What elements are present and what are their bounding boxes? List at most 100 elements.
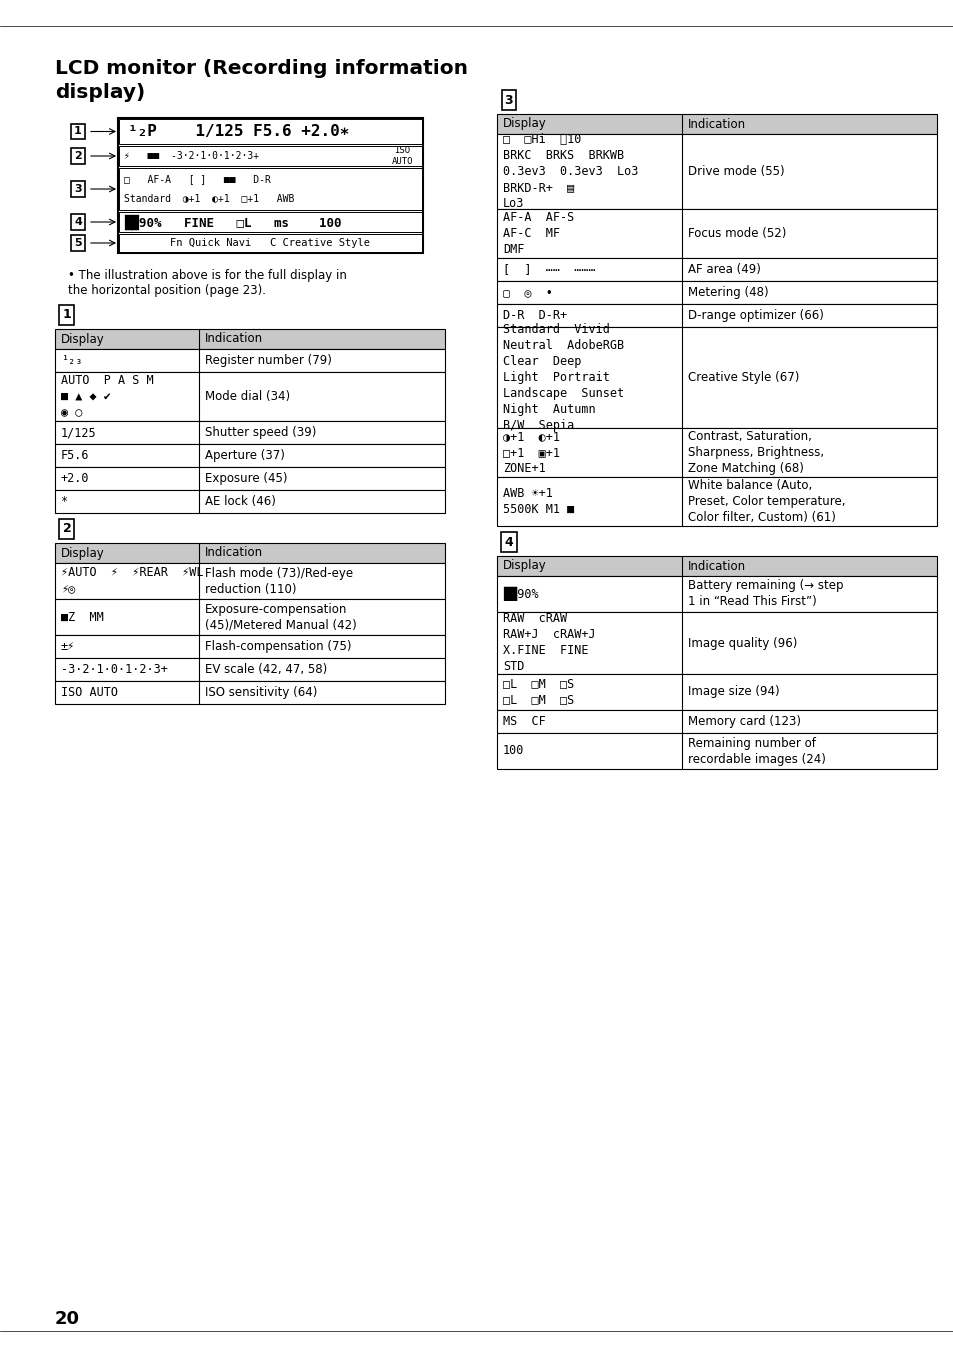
Text: display): display): [55, 84, 145, 103]
Text: 4: 4: [74, 217, 82, 227]
Bar: [55, 444, 444, 467]
Text: ±⚡: ±⚡: [61, 641, 75, 653]
Bar: [497, 612, 936, 674]
Text: 1/125: 1/125: [61, 426, 96, 440]
Bar: [55, 563, 444, 598]
Text: Drive mode (55): Drive mode (55): [687, 166, 783, 178]
Text: LCD monitor (Recording information: LCD monitor (Recording information: [55, 58, 468, 77]
Text: Flash mode (73)/Red-eye
reduction (110): Flash mode (73)/Red-eye reduction (110): [205, 566, 353, 596]
Bar: [118, 118, 422, 252]
Text: ■Z  MM: ■Z MM: [61, 611, 104, 623]
Bar: [497, 258, 936, 281]
Text: Flash-compensation (75): Flash-compensation (75): [205, 641, 352, 653]
Bar: [497, 478, 936, 527]
Text: RAW  cRAW
RAW+J  cRAW+J
X.FINE  FINE
STD: RAW cRAW RAW+J cRAW+J X.FINE FINE STD: [502, 612, 595, 673]
Text: Display: Display: [502, 559, 546, 573]
Bar: [497, 556, 936, 575]
Text: Indication: Indication: [205, 547, 263, 559]
Text: Display: Display: [61, 547, 105, 559]
Text: Display: Display: [61, 332, 105, 346]
Text: Remaining number of
recordable images (24): Remaining number of recordable images (2…: [687, 737, 824, 765]
Text: 1: 1: [63, 308, 71, 322]
Text: 100: 100: [502, 745, 524, 757]
Bar: [55, 490, 444, 513]
Text: Indication: Indication: [687, 118, 745, 130]
Text: ▢  ◎  •: ▢ ◎ •: [502, 286, 553, 299]
Text: D-range optimizer (66): D-range optimizer (66): [687, 309, 822, 322]
Text: D-R  D-R+: D-R D-R+: [502, 309, 566, 322]
Text: 4: 4: [504, 536, 513, 548]
Bar: [119, 233, 421, 252]
Text: ISO
AUTO: ISO AUTO: [391, 147, 413, 166]
Text: Indication: Indication: [687, 559, 745, 573]
Text: 5: 5: [74, 237, 82, 248]
Text: Display: Display: [502, 118, 546, 130]
Text: Standard  ◑+1  ◐+1  □+1   AWB: Standard ◑+1 ◐+1 □+1 AWB: [124, 194, 294, 204]
Text: AWB ☀+1
5500K M1 ■: AWB ☀+1 5500K M1 ■: [502, 487, 574, 516]
Text: Fn Quick Navi   C Creative Style: Fn Quick Navi C Creative Style: [171, 237, 370, 248]
Bar: [497, 327, 936, 427]
Text: 3: 3: [504, 94, 513, 106]
Bar: [497, 427, 936, 478]
Bar: [497, 304, 936, 327]
Text: Register number (79): Register number (79): [205, 354, 332, 366]
Text: 1: 1: [74, 126, 82, 137]
Text: □   AF-A   [ ]   ■■   D-R: □ AF-A [ ] ■■ D-R: [124, 174, 271, 185]
Text: ISO sensitivity (64): ISO sensitivity (64): [205, 687, 317, 699]
Text: Metering (48): Metering (48): [687, 286, 767, 299]
Text: EV scale (42, 47, 58): EV scale (42, 47, 58): [205, 664, 327, 676]
Text: AF area (49): AF area (49): [687, 263, 760, 275]
Text: ⚡AUTO  ⚡  ⚡REAR  ⚡WL
⚡◎: ⚡AUTO ⚡ ⚡REAR ⚡WL ⚡◎: [61, 566, 203, 596]
Bar: [497, 733, 936, 769]
Bar: [119, 168, 421, 210]
Bar: [119, 119, 421, 144]
Text: Indication: Indication: [205, 332, 263, 346]
Text: +2.0: +2.0: [61, 472, 90, 484]
Text: Aperture (37): Aperture (37): [205, 449, 285, 461]
Bar: [55, 543, 444, 563]
Bar: [497, 114, 936, 134]
Bar: [55, 421, 444, 444]
Text: [  ]  ⋯⋯  ⋯⋯⋯: [ ] ⋯⋯ ⋯⋯⋯: [502, 263, 595, 275]
Text: ██90%   FINE   □L   ms    100: ██90% FINE □L ms 100: [124, 214, 341, 229]
Text: ⚡   ■■  -3·2·1·0·1·2·3+: ⚡ ■■ -3·2·1·0·1·2·3+: [124, 151, 259, 161]
Text: ◑+1  ◐+1
□+1  ▣+1
ZONE+1: ◑+1 ◐+1 □+1 ▣+1 ZONE+1: [502, 430, 559, 475]
Text: -3·2·1·0·1·2·3+: -3·2·1·0·1·2·3+: [61, 664, 168, 676]
Text: ¹₂P    1/125 F5.6 +2.0∗: ¹₂P 1/125 F5.6 +2.0∗: [128, 123, 349, 138]
Text: □  □Hi  ⌛10
BRKC  BRKS  BRKWB
0.3ev3  0.3ev3  Lo3
BRKD-R+  ▤
Lo3: □ □Hi ⌛10 BRKC BRKS BRKWB 0.3ev3 0.3ev3 …: [502, 133, 638, 210]
Text: MS  CF: MS CF: [502, 715, 545, 727]
Text: Memory card (123): Memory card (123): [687, 715, 800, 727]
Text: White balance (Auto,
Preset, Color temperature,
Color filter, Custom) (61): White balance (Auto, Preset, Color tempe…: [687, 479, 844, 524]
Bar: [497, 674, 936, 710]
Bar: [119, 147, 421, 166]
Bar: [497, 575, 936, 612]
Text: AUTO  P A S M
■ ▲ ◆ ✔
◉ ○: AUTO P A S M ■ ▲ ◆ ✔ ◉ ○: [61, 375, 153, 419]
Text: Exposure-compensation
(45)/Metered Manual (42): Exposure-compensation (45)/Metered Manua…: [205, 603, 356, 631]
Text: Creative Style (67): Creative Style (67): [687, 370, 799, 384]
Bar: [55, 658, 444, 681]
Text: Image size (94): Image size (94): [687, 685, 779, 699]
Text: • The illustration above is for the full display in
the horizontal position (pag: • The illustration above is for the full…: [68, 269, 347, 297]
Bar: [55, 349, 444, 372]
Bar: [119, 212, 421, 232]
Text: Standard  Vivid
Neutral  AdobeRGB
Clear  Deep
Light  Portrait
Landscape  Sunset
: Standard Vivid Neutral AdobeRGB Clear De…: [502, 323, 623, 432]
Text: ██90%: ██90%: [502, 586, 538, 601]
Bar: [497, 209, 936, 258]
Text: 20: 20: [55, 1310, 80, 1329]
Bar: [55, 372, 444, 421]
Text: Contrast, Saturation,
Sharpness, Brightness,
Zone Matching (68): Contrast, Saturation, Sharpness, Brightn…: [687, 430, 823, 475]
Bar: [55, 598, 444, 635]
Text: 3: 3: [74, 185, 82, 194]
Text: ISO AUTO: ISO AUTO: [61, 687, 118, 699]
Text: Exposure (45): Exposure (45): [205, 472, 288, 484]
Text: AF-A  AF-S
AF-C  MF
DMF: AF-A AF-S AF-C MF DMF: [502, 210, 574, 256]
Bar: [55, 467, 444, 490]
Text: Focus mode (52): Focus mode (52): [687, 227, 785, 240]
Text: Mode dial (34): Mode dial (34): [205, 389, 290, 403]
Bar: [55, 681, 444, 704]
Text: 2: 2: [74, 151, 82, 161]
Text: F5.6: F5.6: [61, 449, 90, 461]
Text: Shutter speed (39): Shutter speed (39): [205, 426, 316, 440]
Text: 2: 2: [63, 522, 71, 536]
Text: □L  □M  □S
□L  □M  □S: □L □M □S □L □M □S: [502, 677, 574, 707]
